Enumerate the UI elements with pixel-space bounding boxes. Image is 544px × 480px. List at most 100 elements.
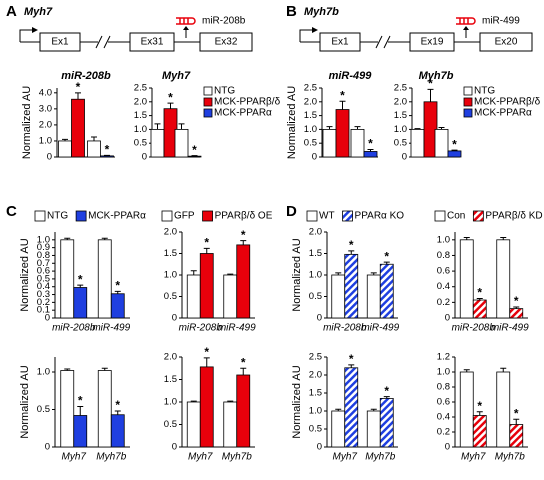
bar [71,98,85,158]
legend-swatch [306,210,318,222]
y-axis-label: Normalized AU [19,238,31,311]
bar [344,253,359,319]
y-tick-label: 0 [445,313,450,324]
error-bar [190,270,197,275]
x-tick-label: Myh7b [365,452,395,463]
y-tick-label: 1.2 [437,352,450,363]
y-tick-label: 0.2 [437,297,450,308]
arrow-head [312,27,318,33]
error-bar [463,369,470,372]
bar [379,397,394,448]
legend-label: PPARα KO [355,211,405,222]
bar [110,414,125,448]
bar [150,128,165,158]
y-tick-label: 1.0 [37,234,50,245]
y-tick-label: 0.5 [37,273,50,284]
mirna-label: miR-208b [202,16,246,27]
y-axis-label: Normalized AU [21,86,33,159]
y-tick-label: 0.5 [309,424,322,435]
bar [410,128,425,158]
legend-label: MCK-PPARα [88,211,146,222]
y-tick-label: 1.0 [394,124,407,135]
bar [58,140,72,158]
y-tick-label: 0 [45,313,50,324]
y-tick-label: 1.0 [309,406,322,417]
y-tick-label: 1.0 [309,270,322,281]
y-tick-label: 1.5 [304,110,317,121]
y-tick-label: 1.0 [437,234,450,245]
significance-star: * [204,345,209,359]
x-tick-label: Myh7 [62,452,87,463]
x-tick-label: miR-499 [491,323,529,334]
bar [199,253,214,319]
gene-name: Myh7 [24,6,53,18]
error-bar [77,284,84,288]
y-tick-label: 0 [445,442,450,453]
significance-star: * [192,143,197,157]
y-tick-label: 0 [142,152,147,163]
error-bar [101,367,108,371]
y-tick-label: 0.5 [164,419,177,430]
legend-swatch [463,108,473,118]
error-bar [339,100,346,110]
chart-title: miR-499 [329,70,373,82]
error-bar [75,92,81,100]
panel-label: A [6,3,17,20]
error-bar [383,261,390,265]
bar [223,401,238,448]
x-tick-label: miR-208b [179,323,223,334]
bar [110,293,125,319]
y-tick-label: 1.0 [164,397,177,408]
y-tick-label: 2.0 [39,119,52,130]
significance-star: * [105,143,110,157]
error-bar [476,411,483,416]
y-tick-label: 0.8 [437,382,450,393]
exon-label: Ex1 [51,37,69,48]
error-bar [91,136,97,141]
y-tick-label: 0 [172,442,177,453]
legend-label: NTG [47,211,68,222]
error-bar [203,247,210,254]
legend-swatch [34,210,46,222]
y-tick-label: 0.3 [37,289,50,300]
error-bar [101,237,108,240]
error-bar [500,367,507,372]
legend-swatch [463,97,473,107]
legend-swatch [161,210,173,222]
error-bar [240,367,247,375]
bar [199,366,214,448]
significance-star: * [428,77,433,91]
y-tick-label: 2.0 [164,227,177,238]
y-tick-label: 0.4 [437,281,450,292]
y-tick-label: 2.0 [304,96,317,107]
bar [496,371,511,448]
significance-star: * [76,80,81,94]
bar [366,274,381,319]
panel-label: C [6,203,17,220]
x-tick-label: miR-499 [218,323,256,334]
y-tick-label: 0 [402,152,407,163]
y-tick-label: 1.5 [164,248,177,259]
y-axis-label: Normalized AU [19,365,31,438]
significance-star: * [349,352,354,366]
exon-label: Ex32 [215,37,238,48]
legend-swatch [463,86,473,96]
legend-label: MCK-PPARβ/δ [474,97,541,108]
error-bar [326,126,333,130]
legend-label: MCK-PPARα [214,108,272,119]
error-bar [227,273,234,275]
x-tick-label: Myh7b [222,452,252,463]
bar [344,367,359,448]
legend-swatch [202,210,213,222]
promoter-arrow [299,29,312,42]
y-tick-label: 0.5 [304,138,317,149]
bar [472,415,487,448]
legend-swatch [434,210,446,222]
x-tick-label: miR-499 [92,323,130,334]
error-bar [227,400,234,402]
bar [186,274,201,319]
y-tick-label: 0 [172,313,177,324]
x-tick-label: miR-208b [452,323,496,334]
gene-name: Myh7b [304,6,339,18]
